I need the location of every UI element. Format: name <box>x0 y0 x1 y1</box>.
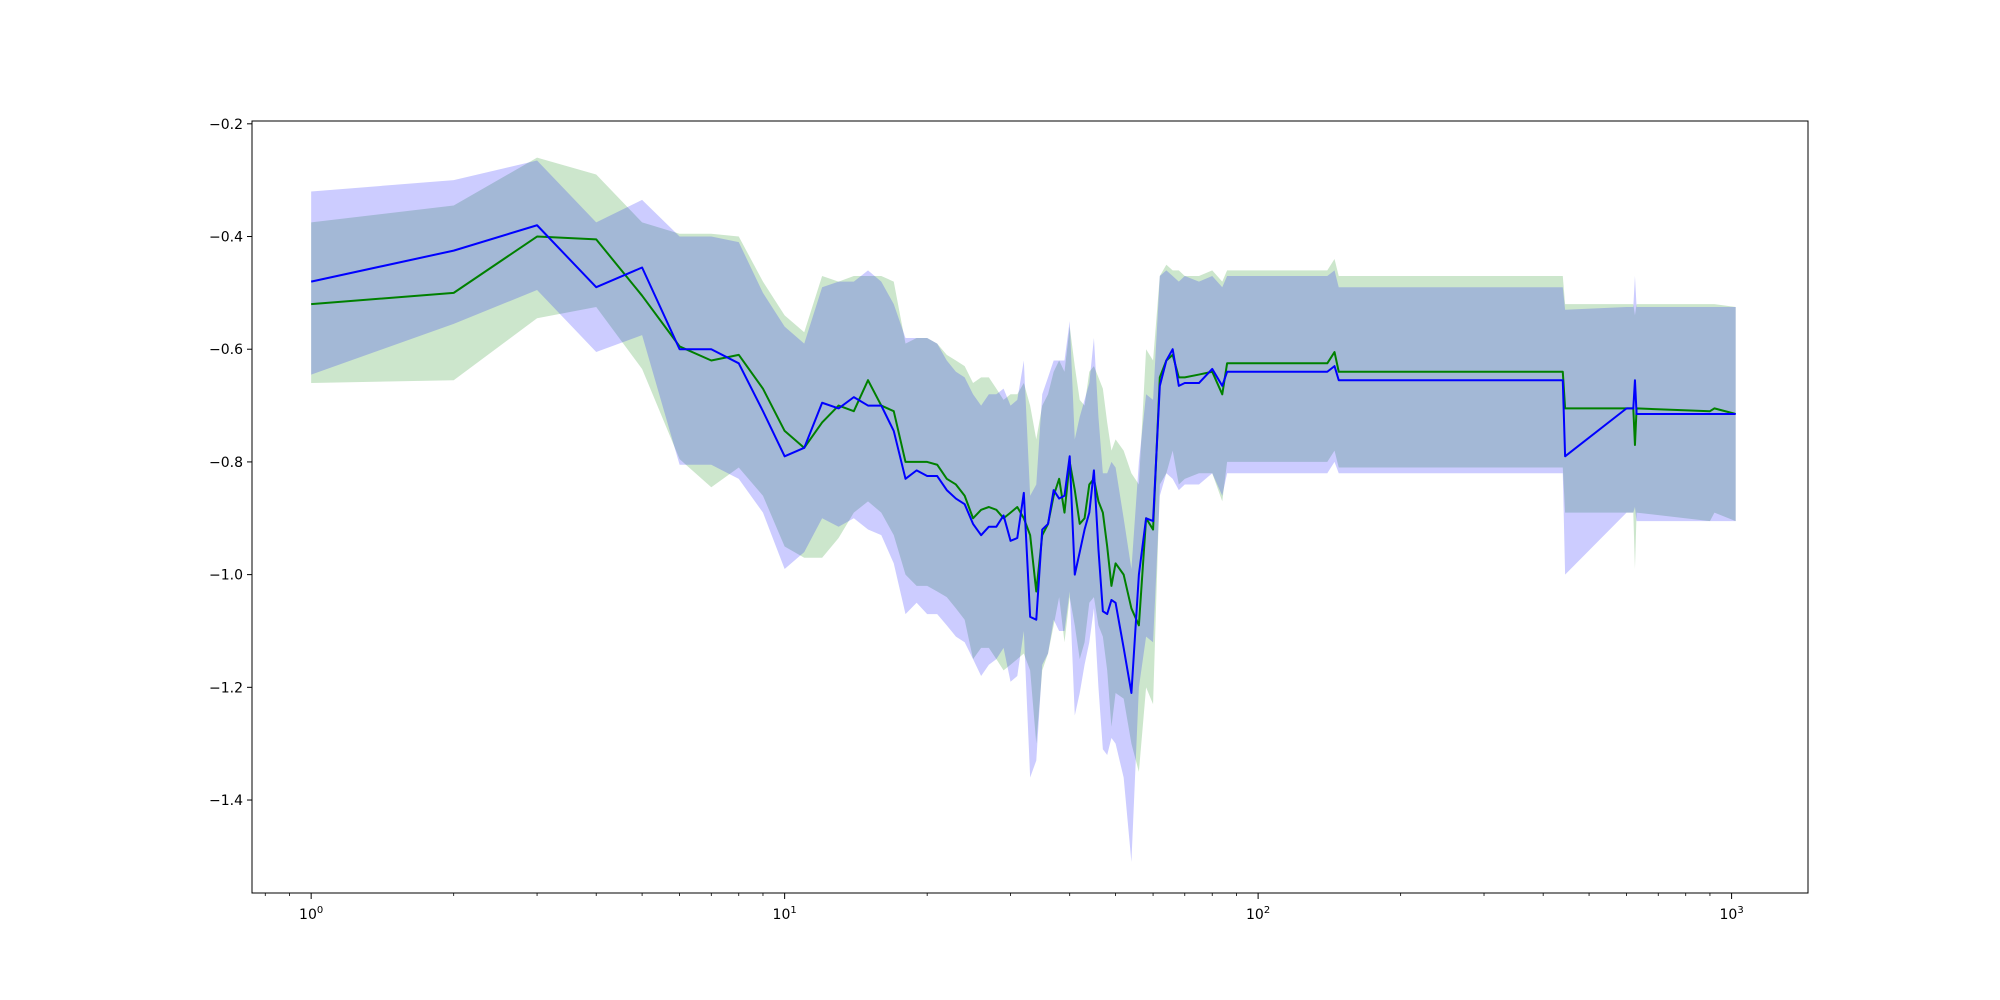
y-tick-label: −1.0 <box>209 568 243 584</box>
y-tick-label: −0.8 <box>209 455 243 471</box>
y-tick-label: −0.2 <box>209 117 243 133</box>
series-1-band <box>311 157 1736 772</box>
y-tick-label: −0.4 <box>209 230 243 246</box>
y-axis: −0.2 −0.4 −0.6 −0.8 −1.0 −1.2 −1.4 <box>209 117 252 809</box>
y-tick-label: −1.2 <box>209 680 243 696</box>
series-2-band <box>311 160 1736 863</box>
series-1-line <box>311 235 1736 627</box>
x-tick-label: 100 <box>299 905 323 923</box>
y-tick-label: −0.6 <box>209 342 243 358</box>
plot-frame <box>251 120 1809 894</box>
x-tick-label: 103 <box>1719 905 1743 923</box>
x-tick-label: 101 <box>773 905 797 923</box>
series-lines <box>310 224 1736 694</box>
x-tick-label: 102 <box>1246 905 1270 923</box>
x-axis: 100 101 102 103 <box>264 893 1744 923</box>
series-2-line <box>310 224 1736 694</box>
confidence-bands <box>311 157 1736 863</box>
y-tick-label: −1.4 <box>209 793 243 809</box>
